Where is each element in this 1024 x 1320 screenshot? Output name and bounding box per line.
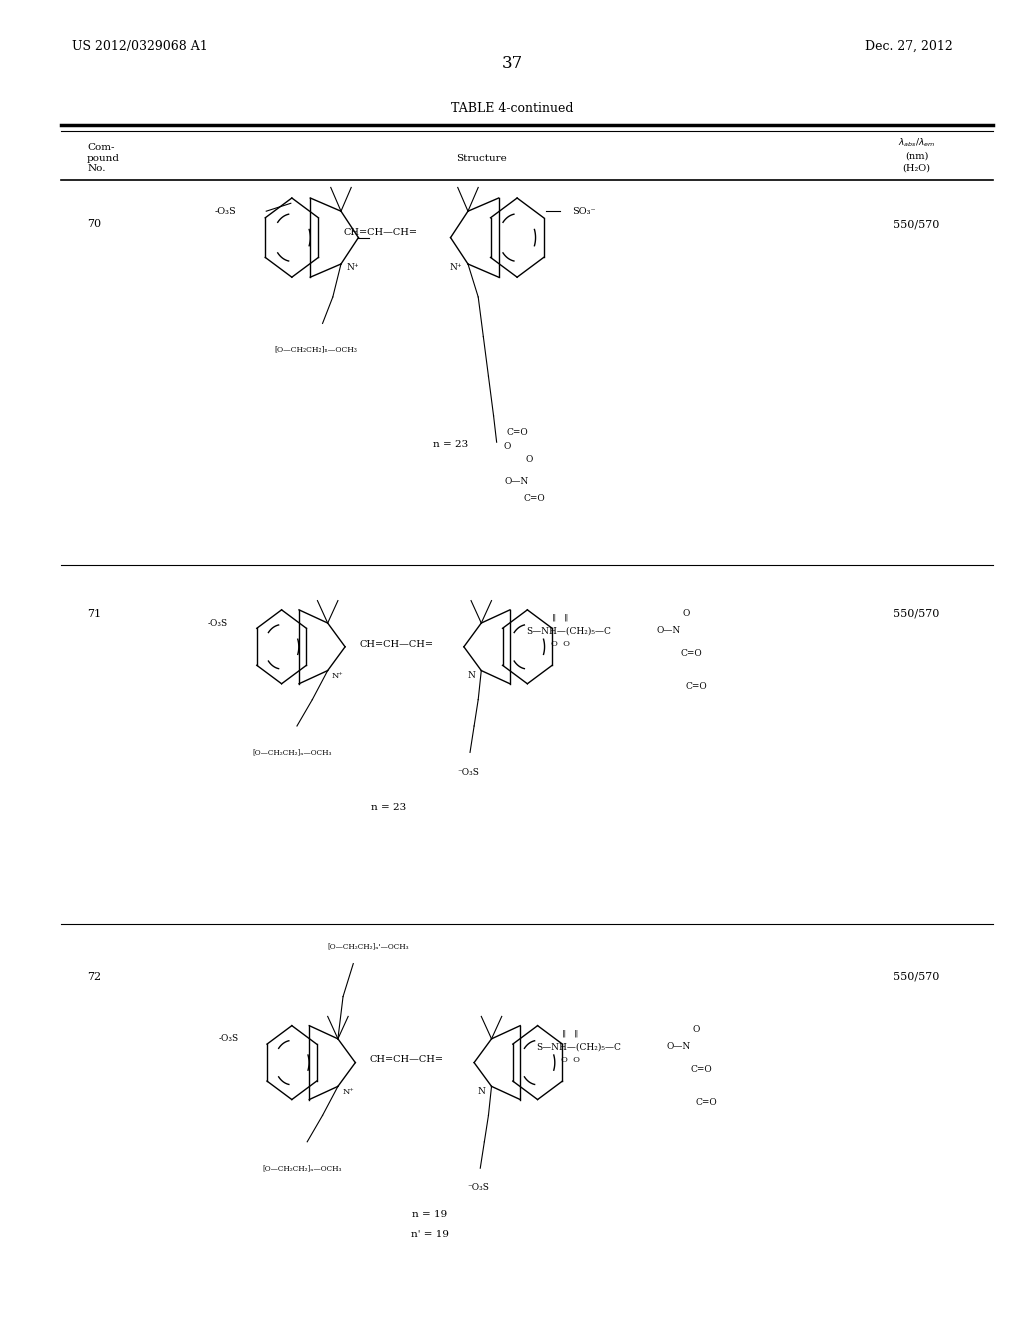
- Text: N⁺: N⁺: [347, 264, 359, 272]
- Text: n = 19: n = 19: [413, 1210, 447, 1218]
- Text: C=O: C=O: [695, 1098, 718, 1106]
- Text: 550/570: 550/570: [893, 219, 940, 230]
- Text: N⁺: N⁺: [450, 264, 462, 272]
- Text: Com-: Com-: [87, 144, 115, 152]
- Text: 70: 70: [87, 219, 101, 230]
- Text: S—NH—(CH₂)₅—C: S—NH—(CH₂)₅—C: [526, 627, 610, 635]
- Text: 72: 72: [87, 972, 101, 982]
- Text: N⁺: N⁺: [342, 1088, 354, 1096]
- Text: -O₃S: -O₃S: [208, 619, 228, 627]
- Text: C=O: C=O: [680, 649, 702, 657]
- Text: TABLE 4-continued: TABLE 4-continued: [451, 102, 573, 115]
- Text: -O₃S: -O₃S: [218, 1035, 239, 1043]
- Text: O: O: [692, 1026, 700, 1034]
- Text: O: O: [525, 455, 534, 463]
- Text: US 2012/0329068 A1: US 2012/0329068 A1: [72, 40, 208, 53]
- Text: -O₃S: -O₃S: [214, 207, 237, 215]
- Text: n = 23: n = 23: [433, 441, 468, 449]
- Text: Structure: Structure: [456, 154, 507, 162]
- Text: N⁺: N⁺: [332, 672, 344, 680]
- Text: CH=CH—CH=: CH=CH—CH=: [344, 228, 418, 236]
- Text: [O—CH₂CH₂]ₙ—OCH₃: [O—CH₂CH₂]ₙ—OCH₃: [262, 1164, 342, 1172]
- Text: n = 23: n = 23: [372, 804, 407, 812]
- Text: C=O: C=O: [685, 682, 708, 690]
- Text: No.: No.: [87, 165, 105, 173]
- Text: S—NH—(CH₂)₅—C: S—NH—(CH₂)₅—C: [537, 1043, 621, 1051]
- Text: 71: 71: [87, 609, 101, 619]
- Text: ‖   ‖: ‖ ‖: [552, 614, 568, 622]
- Text: 550/570: 550/570: [893, 972, 940, 982]
- Text: SO₃⁻: SO₃⁻: [571, 207, 596, 215]
- Text: 550/570: 550/570: [893, 609, 940, 619]
- Text: ⁻O₃S: ⁻O₃S: [457, 768, 479, 776]
- Text: CH=CH—CH=: CH=CH—CH=: [359, 640, 433, 648]
- Text: O  O: O O: [561, 1056, 580, 1064]
- Text: [O—CH₂CH₂]ₙ'—OCH₃: [O—CH₂CH₂]ₙ'—OCH₃: [328, 942, 410, 950]
- Text: pound: pound: [87, 154, 120, 162]
- Text: O: O: [682, 610, 690, 618]
- Text: Dec. 27, 2012: Dec. 27, 2012: [864, 40, 952, 53]
- Text: 37: 37: [502, 55, 522, 71]
- Text: N: N: [467, 672, 475, 680]
- Text: O—N: O—N: [667, 1043, 691, 1051]
- Text: $\lambda_{abs}/\lambda_{em}$: $\lambda_{abs}/\lambda_{em}$: [898, 136, 935, 149]
- Text: (H₂O): (H₂O): [902, 164, 931, 172]
- Text: C=O: C=O: [506, 429, 528, 437]
- Text: [O—CH₂CH₂]ₙ—OCH₃: [O—CH₂CH₂]ₙ—OCH₃: [274, 346, 356, 354]
- Text: (nm): (nm): [905, 152, 928, 160]
- Text: ⁻O₃S: ⁻O₃S: [467, 1184, 489, 1192]
- Text: C=O: C=O: [690, 1065, 713, 1073]
- Text: n' = 19: n' = 19: [411, 1230, 450, 1238]
- Text: O—N: O—N: [656, 627, 681, 635]
- Text: CH=CH—CH=: CH=CH—CH=: [370, 1056, 443, 1064]
- Text: O—N: O—N: [505, 478, 529, 486]
- Text: [O—CH₂CH₂]ₙ—OCH₃: [O—CH₂CH₂]ₙ—OCH₃: [252, 748, 332, 756]
- Text: N: N: [477, 1088, 485, 1096]
- Text: ‖   ‖: ‖ ‖: [562, 1030, 579, 1038]
- Text: O  O: O O: [551, 640, 569, 648]
- Text: O: O: [503, 442, 511, 450]
- Text: C=O: C=O: [523, 495, 546, 503]
